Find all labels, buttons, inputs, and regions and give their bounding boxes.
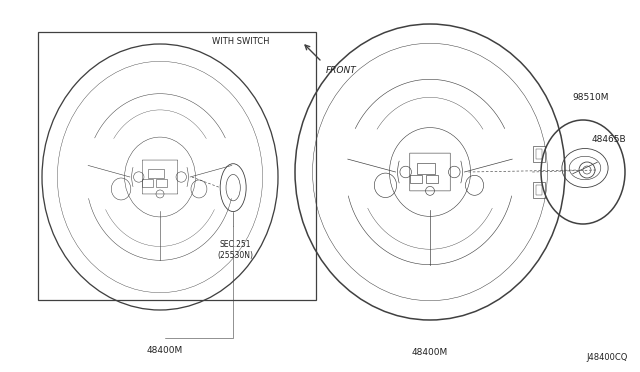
Bar <box>426 174 438 183</box>
Text: WITH SWITCH: WITH SWITCH <box>212 38 270 46</box>
Bar <box>536 149 542 159</box>
Bar <box>533 182 545 198</box>
Text: 98510M: 98510M <box>573 93 609 103</box>
Text: 48400M: 48400M <box>412 348 448 357</box>
Bar <box>536 185 542 195</box>
Text: SEC.251
(25530N): SEC.251 (25530N) <box>217 240 253 260</box>
Text: 48400M: 48400M <box>147 346 183 355</box>
Bar <box>148 169 164 178</box>
Bar <box>142 179 153 187</box>
Bar <box>38 32 316 300</box>
Text: J48400CQ: J48400CQ <box>587 353 628 362</box>
Bar <box>410 174 422 183</box>
Bar <box>156 179 167 187</box>
Text: FRONT: FRONT <box>326 66 356 75</box>
Bar <box>533 146 545 162</box>
Bar <box>417 163 435 173</box>
Text: 48465B: 48465B <box>592 135 627 144</box>
